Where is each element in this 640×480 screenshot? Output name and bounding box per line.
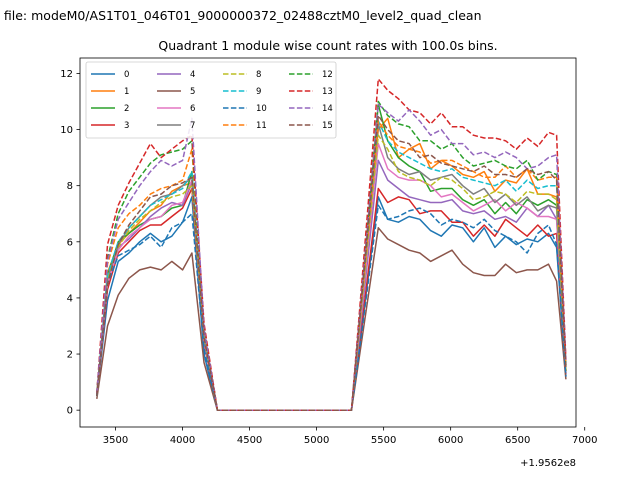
legend-label-8: 8 <box>256 70 261 80</box>
x-tick-label: 6000 <box>438 435 463 446</box>
y-tick-label: 12 <box>60 69 73 80</box>
legend-label-0: 0 <box>124 70 129 80</box>
x-tick-label: 4000 <box>170 435 195 446</box>
legend-box <box>85 61 337 139</box>
x-tick-label: 6500 <box>505 435 530 446</box>
legend-label-9: 9 <box>256 87 261 97</box>
legend-label-5: 5 <box>190 87 195 97</box>
legend-label-14: 14 <box>322 104 333 114</box>
figure-suptitle: n file: modeM0/AS1T01_046T01_9000000372_… <box>0 8 482 23</box>
x-tick-label: 4500 <box>237 435 262 446</box>
x-tick-label: 5500 <box>371 435 396 446</box>
x-tick-label: 7000 <box>572 435 597 446</box>
y-tick-label: 8 <box>67 181 73 192</box>
legend-label-13: 13 <box>322 87 333 97</box>
y-tick-label: 4 <box>67 293 73 304</box>
legend-label-12: 12 <box>322 70 333 80</box>
legend-label-3: 3 <box>124 121 129 131</box>
x-offset-label: +1.9562e8 <box>520 458 576 469</box>
plot-area: 3500 4000 4500 5000 5500 6000 6500 700002468101… <box>60 57 597 446</box>
y-tick-label: 0 <box>67 406 73 417</box>
x-tick-label: 5000 <box>304 435 329 446</box>
legend-label-10: 10 <box>256 104 267 114</box>
y-tick-label: 6 <box>67 237 73 248</box>
chart-title: Quadrant 1 module wise count rates with … <box>158 38 497 53</box>
legend-label-2: 2 <box>124 104 129 114</box>
x-tick-label: 3500 <box>103 435 128 446</box>
legend-label-11: 11 <box>256 121 267 131</box>
axes-frame <box>79 57 577 428</box>
legend-label-1: 1 <box>124 87 129 97</box>
legend-label-7: 7 <box>190 121 195 131</box>
legend-label-15: 15 <box>322 121 333 131</box>
y-tick-label: 2 <box>67 350 73 361</box>
y-tick-label: 10 <box>60 125 73 136</box>
legend-label-4: 4 <box>190 70 195 80</box>
series-line-15 <box>96 114 567 411</box>
legend-label-6: 6 <box>190 104 195 114</box>
series-lines <box>96 78 567 411</box>
series-line-9 <box>96 120 567 411</box>
